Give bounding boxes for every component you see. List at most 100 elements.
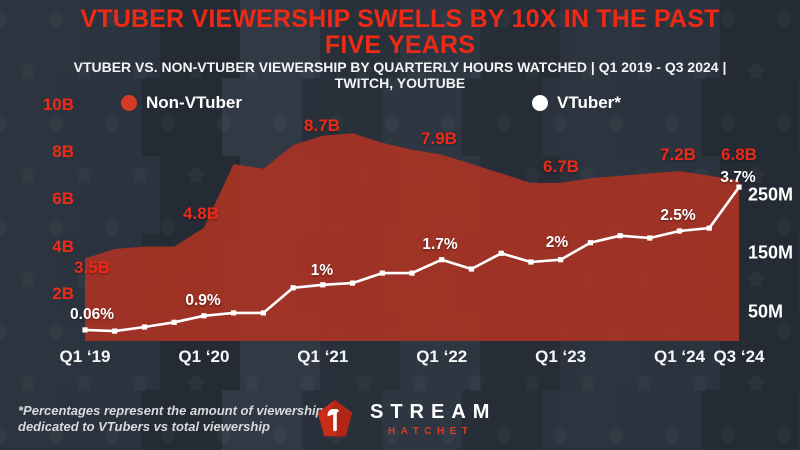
shield-watermark-icon	[328, 10, 344, 27]
shield-watermark-icon	[468, 62, 484, 79]
shield-watermark-icon	[552, 114, 568, 131]
right-axis-tick: 150M	[748, 242, 794, 263]
shield-watermark-icon	[440, 426, 456, 443]
left-axis-tick: 2B	[52, 283, 74, 303]
shield-watermark-icon	[20, 374, 36, 391]
shield-watermark-icon	[720, 426, 736, 443]
shield-watermark-icon	[496, 426, 512, 443]
shield-watermark-icon	[272, 10, 288, 27]
shield-watermark-icon	[496, 114, 512, 131]
legend-label-vtuber: VTuber*	[557, 93, 621, 112]
shield-watermark-icon	[160, 218, 176, 235]
shield-watermark-icon	[748, 374, 764, 391]
shield-watermark-icon	[636, 62, 652, 79]
shield-watermark-icon	[0, 114, 8, 131]
shield-watermark-icon	[0, 218, 8, 235]
shield-watermark-icon	[776, 114, 792, 131]
area-value-label: 7.2B	[660, 145, 696, 164]
shield-watermark-icon	[664, 10, 680, 27]
shield-watermark-icon	[300, 374, 316, 391]
vtuber-data-marker	[468, 266, 475, 272]
vtuber-percentage-label: 1.7%	[422, 236, 458, 253]
shield-watermark-icon	[720, 114, 736, 131]
shield-watermark-icon	[776, 218, 792, 235]
left-axis-tick: 8B	[52, 142, 74, 162]
vtuber-data-marker	[260, 310, 266, 316]
left-axis-tick: 6B	[52, 189, 74, 209]
shield-watermark-icon	[188, 62, 204, 79]
shield-watermark-icon	[48, 322, 64, 339]
shield-watermark-icon	[552, 426, 568, 443]
shield-watermark-icon	[524, 62, 540, 79]
vtuber-data-marker	[676, 228, 683, 234]
shield-watermark-icon	[664, 114, 680, 131]
vtuber-dot-icon	[532, 95, 548, 111]
collage-tile	[702, 78, 798, 156]
shield-watermark-icon	[132, 166, 148, 183]
shield-watermark-icon	[776, 10, 792, 27]
shield-watermark-icon	[608, 114, 624, 131]
brand-name-stream: STREAM	[370, 401, 497, 423]
vtuber-data-marker	[647, 235, 653, 241]
legend-item-non-vtuber: Non-VTuber	[121, 93, 242, 113]
shield-watermark-icon	[104, 114, 120, 131]
shield-watermark-icon	[300, 62, 316, 79]
shield-watermark-icon	[132, 62, 148, 79]
left-axis-tick: 4B	[52, 236, 74, 256]
shield-watermark-icon	[384, 114, 400, 131]
shield-watermark-icon	[20, 270, 36, 287]
shield-watermark-icon	[76, 374, 92, 391]
vtuber-data-marker	[201, 313, 207, 319]
vtuber-data-marker	[141, 324, 148, 330]
shield-watermark-icon	[244, 62, 260, 79]
vtuber-percentage-label: 0.9%	[185, 292, 221, 309]
legend-item-vtuber: VTuber*	[532, 93, 621, 113]
shield-watermark-icon	[328, 114, 344, 131]
shield-watermark-icon	[412, 374, 428, 391]
shield-watermark-icon	[692, 62, 708, 79]
page-title: VTUBER VIEWERSHIP SWELLS BY 10X IN THE P…	[80, 5, 720, 59]
shield-watermark-icon	[48, 10, 64, 27]
shield-watermark-icon	[720, 10, 736, 27]
shield-watermark-icon	[0, 322, 8, 339]
shield-watermark-icon	[160, 10, 176, 27]
shield-watermark-icon	[216, 10, 232, 27]
area-value-label: 6.7B	[543, 157, 579, 176]
shield-watermark-icon	[188, 166, 204, 183]
non-vtuber-dot-icon	[121, 95, 137, 111]
x-axis-label: Q1 ‘20	[178, 347, 230, 366]
shield-watermark-icon	[132, 374, 148, 391]
brand-name-hatchet: HATCHET	[388, 426, 474, 437]
shield-watermark-icon	[580, 374, 596, 391]
x-axis-label: Q1 ‘24	[654, 347, 706, 366]
shield-watermark-icon	[636, 374, 652, 391]
collage-tile	[720, 0, 800, 78]
shield-watermark-icon	[580, 62, 596, 79]
shield-watermark-icon	[48, 218, 64, 235]
shield-watermark-icon	[356, 62, 372, 79]
shield-watermark-icon	[20, 62, 36, 79]
shield-watermark-icon	[664, 426, 680, 443]
vtuber-percentage-label: 3.7%	[720, 169, 756, 186]
x-axis-label: Q3 ‘24	[713, 347, 765, 366]
shield-watermark-icon	[412, 62, 428, 79]
shield-watermark-icon	[160, 114, 176, 131]
vtuber-data-marker	[617, 233, 623, 239]
shield-watermark-icon	[468, 374, 484, 391]
shield-watermark-icon	[608, 10, 624, 27]
brand-logo: STREAM HATCHET	[316, 396, 496, 442]
shield-watermark-icon	[776, 426, 792, 443]
shield-watermark-icon	[440, 10, 456, 27]
shield-watermark-icon	[440, 114, 456, 131]
shield-watermark-icon	[0, 426, 8, 443]
legend-label-non-vtuber: Non-VTuber	[146, 93, 243, 112]
vtuber-percentage-label: 1%	[310, 262, 334, 279]
footnote: *Percentages represent the amount of vie…	[18, 403, 324, 434]
shield-watermark-icon	[356, 374, 372, 391]
shield-watermark-icon	[20, 166, 36, 183]
vtuber-data-marker	[498, 250, 504, 256]
area-value-label: 6.8B	[721, 145, 757, 164]
shield-watermark-icon	[244, 374, 260, 391]
